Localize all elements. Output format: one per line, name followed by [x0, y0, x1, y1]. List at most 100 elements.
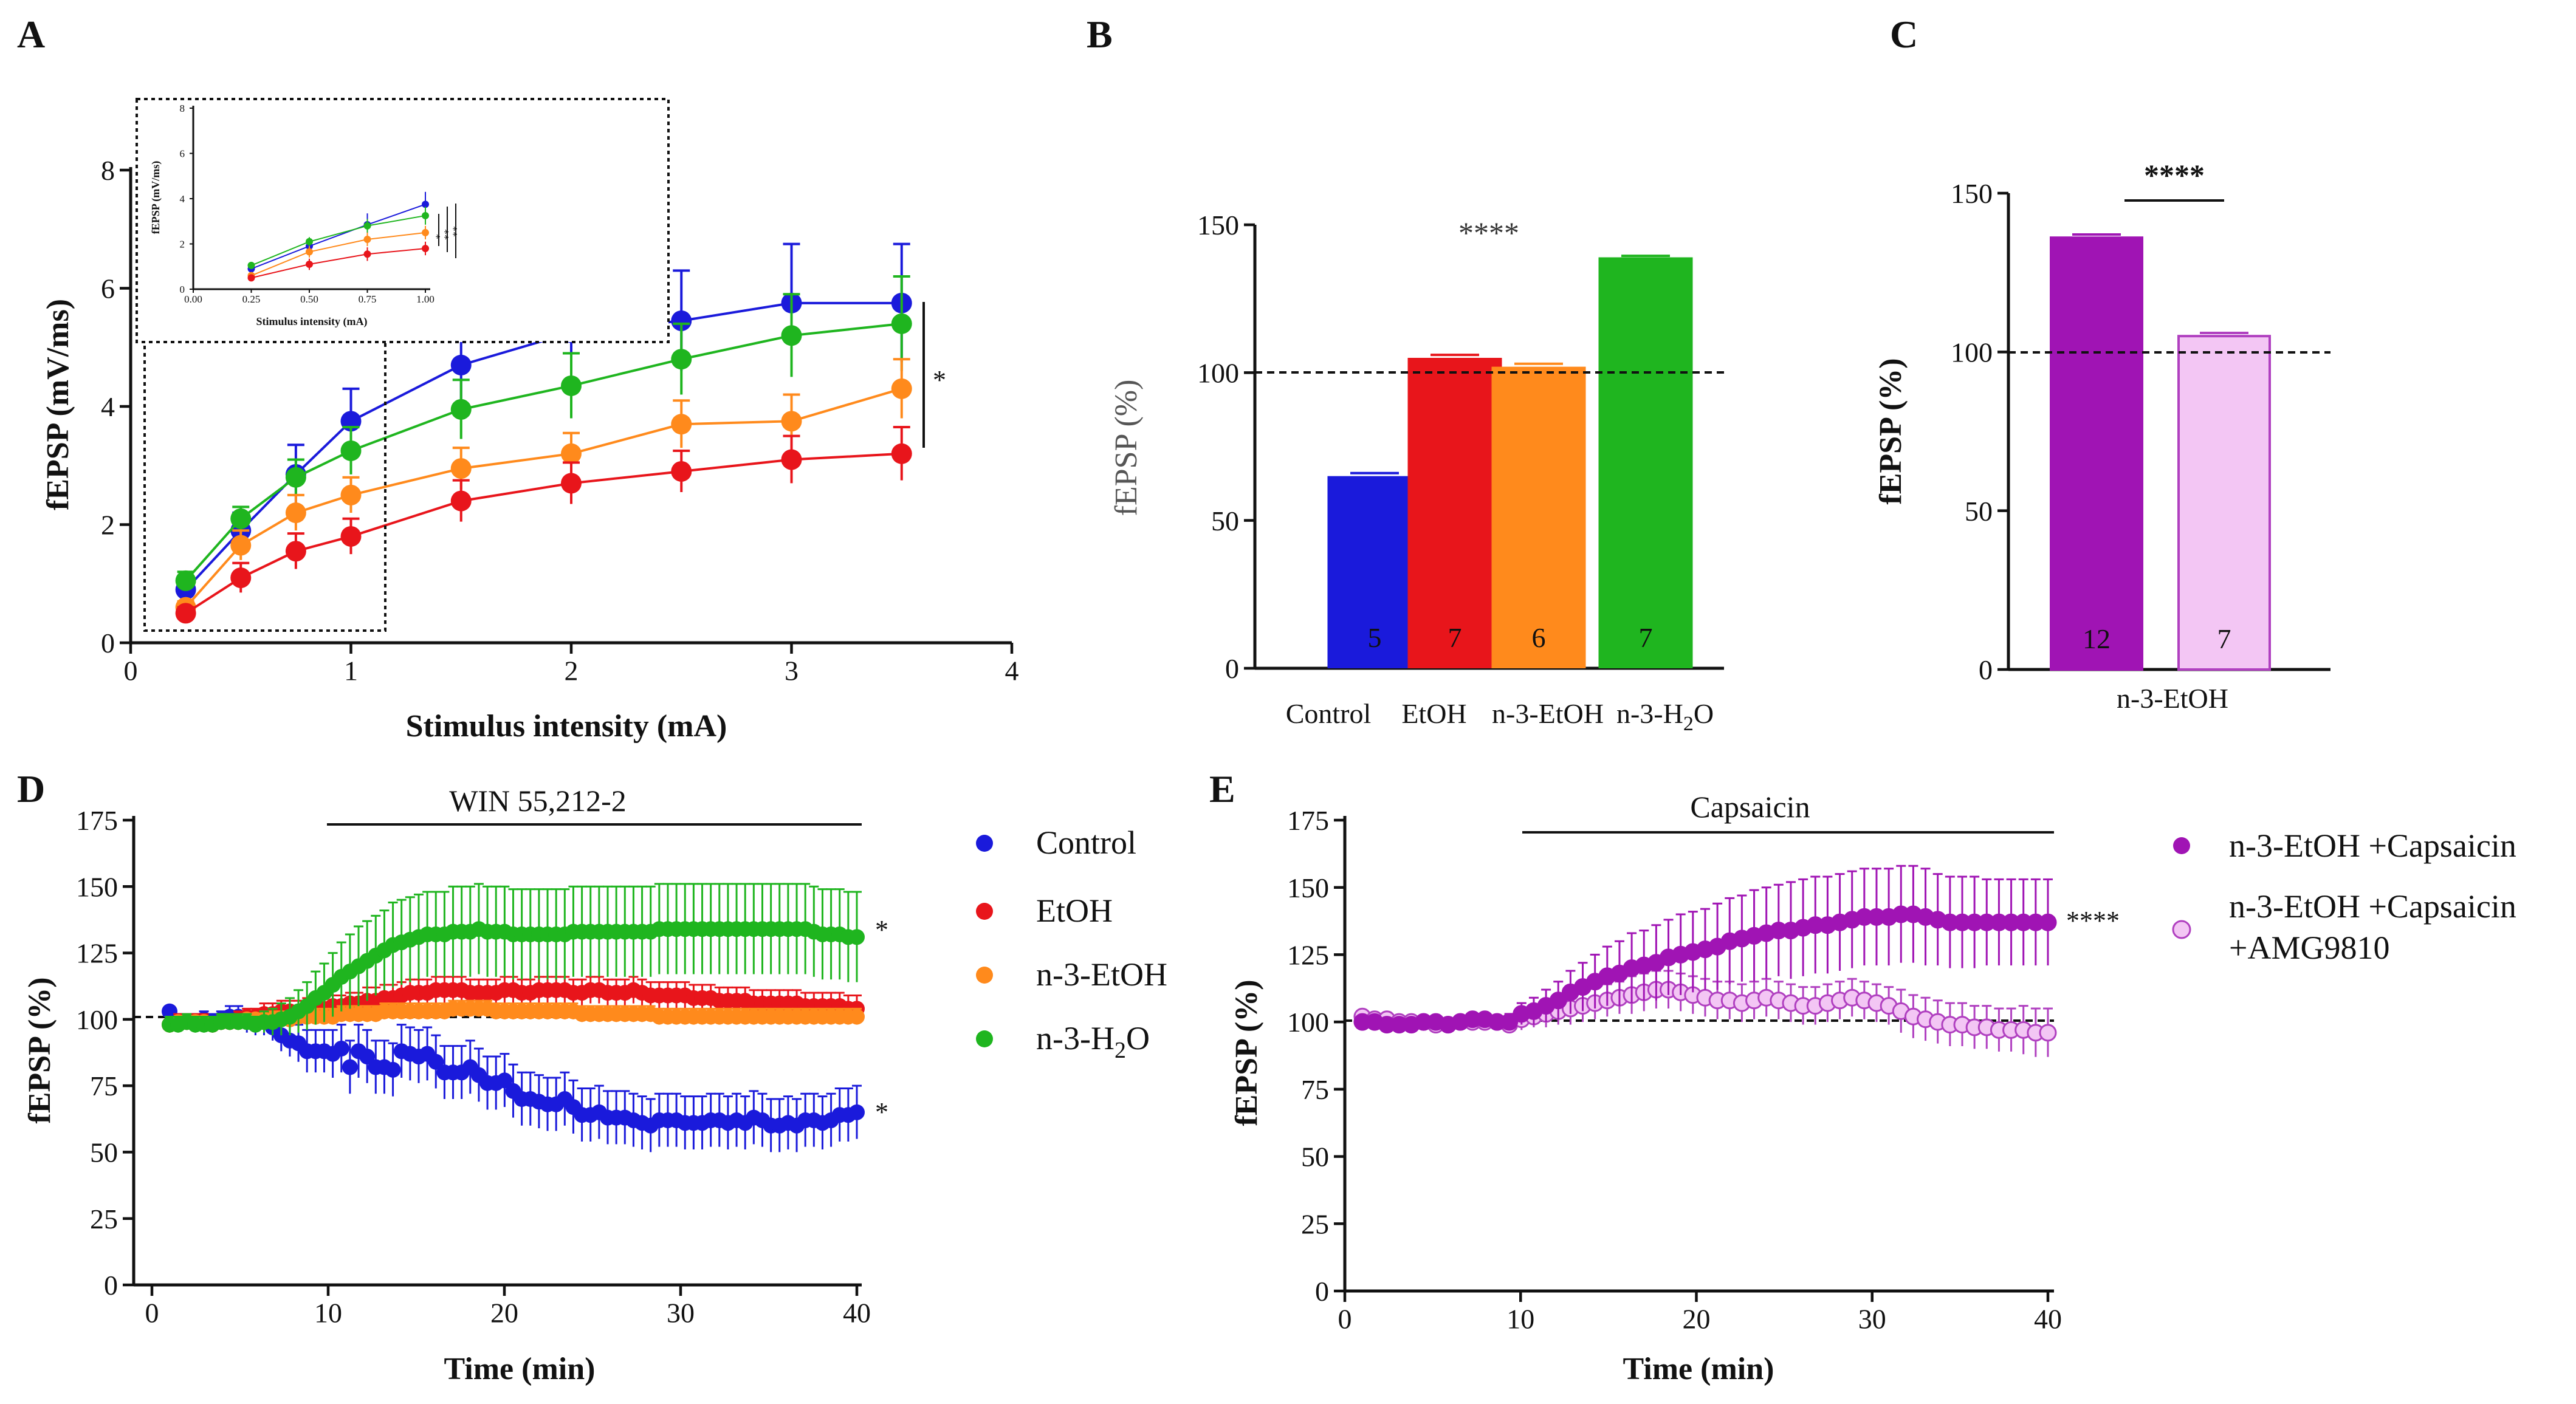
- inset-sig-2: **: [439, 229, 451, 240]
- panel-c-bar-capamg: [2177, 335, 2271, 671]
- panel-b-bar-n3h2o: [1598, 257, 1693, 668]
- legend-e-capamg-label-2: +AMG9810: [2229, 930, 2389, 966]
- panel-d-y-tick-label: 0: [104, 1270, 118, 1301]
- panel-a-inset-frame: [136, 98, 670, 343]
- panel-d-x-tick-label: 0: [145, 1298, 159, 1329]
- panel-a-inset: 0.00 0.25 0.50 0.75 1.00 0 2 4 6 8 Stimulus inten…: [149, 103, 459, 328]
- panel-e-x-tick-label: 30: [1858, 1304, 1886, 1335]
- panel-e-point-cap: [1500, 1013, 1519, 1031]
- inset-point-etoh: [422, 244, 429, 252]
- panel-e-y-label: fEPSP (%): [1229, 979, 1264, 1126]
- inset-point-control: [422, 200, 429, 208]
- inset-point-etoh: [306, 261, 313, 269]
- inset-y-label: fEPSP (mV/ms): [149, 161, 162, 235]
- panel-d-point-control: [342, 1059, 358, 1075]
- panel-c-y-tick-label: 150: [1951, 178, 1993, 209]
- panel-e-point-capamg: [2039, 1024, 2057, 1042]
- panel-a-point-n3h2o: [781, 325, 802, 346]
- panel-d-point-control: [385, 1061, 401, 1078]
- inset-line-etoh: [251, 247, 426, 279]
- panel-d-y-tick-label: 125: [76, 938, 118, 969]
- panel-e-y-tick-label: 100: [1287, 1007, 1329, 1038]
- panel-a-point-n3etoh: [340, 484, 362, 505]
- inset-y-tick-label: 2: [180, 238, 185, 250]
- panel-a-point-etoh: [891, 443, 912, 464]
- inset-sig-1: *: [430, 234, 442, 239]
- panel-a-point-etoh: [340, 526, 362, 547]
- panel-a-y-label: fEPSP (mV/ms): [41, 299, 75, 510]
- panel-d-y-label: fEPSP (%): [22, 977, 57, 1123]
- panel-a-y-tick-label: 0: [101, 628, 115, 659]
- inset-point-etoh: [247, 274, 255, 282]
- panel-a-point-n3h2o: [891, 313, 912, 334]
- panel-a-y-tick-label: 8: [101, 155, 115, 186]
- legend-d-control-marker: [976, 835, 993, 852]
- panel-e-x-tick-label: 10: [1506, 1304, 1534, 1335]
- panel-b-bar-etoh: [1407, 358, 1502, 668]
- panel-b-cat-n3h2o: n-3-H2O: [1616, 698, 1714, 735]
- panel-d-point-control: [428, 1053, 444, 1070]
- panel-a-point-n3etoh: [285, 502, 306, 524]
- panel-a-x-tick-label: 0: [124, 656, 138, 687]
- panel-b-n-label-control: 5: [1368, 622, 1382, 653]
- panel-e-x-tick-label: 0: [1338, 1304, 1352, 1335]
- panel-c-y-tick-label: 0: [1979, 654, 1993, 685]
- panel-a-point-n3etoh: [671, 414, 692, 435]
- panel-a-chart: 0 1 2 3 4 0 2 4 6 8 Stimulus intensity (mA) fEPSP…: [41, 98, 1019, 744]
- panel-a-point-etoh: [671, 461, 692, 482]
- panel-d-sig-blue: *: [875, 1097, 888, 1127]
- panel-d-point-control: [849, 1104, 865, 1120]
- panel-a-x-label: Stimulus intensity (mA): [406, 709, 727, 744]
- panel-letter-a: A: [17, 13, 45, 56]
- panel-a-point-n3h2o: [340, 440, 362, 461]
- panel-b-sig-label: ****: [1458, 216, 1519, 250]
- panel-c-y-tick-label: 50: [1965, 496, 1993, 527]
- panel-d-y-tick-label: 25: [90, 1204, 118, 1234]
- panel-d-x-label: Time (min): [444, 1352, 596, 1386]
- inset-point-n3h2o: [306, 238, 313, 245]
- panel-e-legend: n-3-EtOH +Capsaicin n-3-EtOH +Capsaicin …: [2172, 827, 2516, 966]
- inset-y-tick-label: 4: [180, 193, 185, 205]
- panel-a-point-n3h2o: [175, 570, 196, 591]
- panel-c-y-tick-label: 100: [1951, 337, 1993, 368]
- panel-a-point-n3etoh: [450, 458, 472, 479]
- panel-c-n-label-capamg: 7: [2217, 623, 2231, 654]
- panel-a-x-tick-label: 3: [785, 656, 799, 687]
- inset-point-etoh: [363, 250, 371, 258]
- panel-d-point-control: [359, 1049, 376, 1065]
- legend-e-capamg-label: n-3-EtOH +Capsaicin: [2229, 888, 2516, 925]
- panel-a-point-n3etoh: [230, 535, 252, 556]
- inset-point-n3etoh: [363, 236, 371, 244]
- legend-e-capamg-marker: [2172, 920, 2191, 939]
- panel-d-y-tick-label: 175: [76, 805, 118, 836]
- panel-e-x-label: Time (min): [1623, 1352, 1774, 1386]
- panel-e-point-cap: [1549, 991, 1567, 1010]
- panel-d-x-tick-label: 30: [667, 1298, 695, 1329]
- inset-point-n3h2o: [422, 211, 429, 219]
- panel-e-y-tick-label: 50: [1301, 1142, 1329, 1173]
- panel-a-point-n3etoh: [561, 443, 582, 464]
- panel-a-y-tick-label: 6: [101, 273, 115, 304]
- panel-a-point-n3etoh: [891, 378, 912, 399]
- panel-a-point-etoh: [175, 603, 196, 624]
- panel-a-point-n3etoh: [781, 411, 802, 432]
- panel-a-point-n3h2o: [230, 508, 252, 529]
- panel-b-cat-n3etoh: n-3-EtOH: [1492, 698, 1604, 729]
- panel-a-y-tick-label: 4: [101, 391, 115, 422]
- panel-b-y-tick-label: 0: [1225, 653, 1239, 684]
- legend-e-cap-marker: [2173, 837, 2190, 854]
- panel-a-point-etoh: [450, 490, 472, 512]
- inset-point-n3etoh: [422, 228, 429, 236]
- inset-point-n3etoh: [306, 248, 313, 256]
- inset-point-n3h2o: [247, 261, 255, 269]
- panel-b-y-tick-label: 100: [1197, 357, 1239, 388]
- panel-d-x-tick-label: 10: [314, 1298, 342, 1329]
- panel-d-x-tick-label: 20: [490, 1298, 518, 1329]
- panel-d-point-n3h2o: [849, 929, 865, 945]
- legend-d-etoh-marker: [976, 903, 993, 920]
- panel-c-n-label-cap: 12: [2083, 623, 2111, 654]
- legend-d-n3h2o-marker: [976, 1030, 993, 1047]
